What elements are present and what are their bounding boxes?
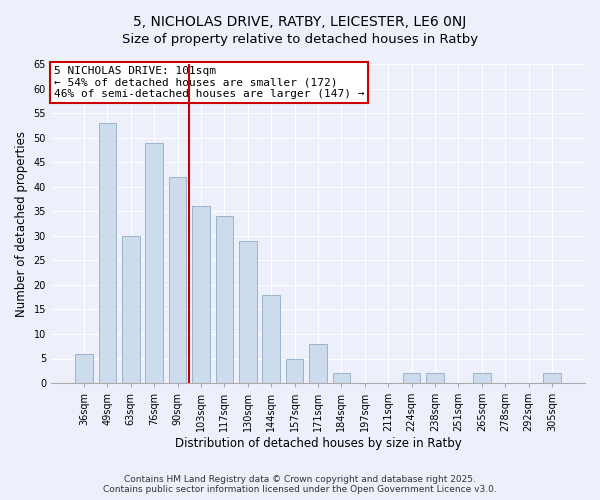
Bar [215, 216, 233, 383]
Text: Size of property relative to detached houses in Ratby: Size of property relative to detached ho… [122, 32, 478, 46]
Bar [543, 373, 561, 383]
Bar [473, 373, 491, 383]
Bar [403, 373, 421, 383]
Bar [192, 206, 210, 383]
Bar [262, 294, 280, 383]
Bar [145, 142, 163, 383]
Bar [286, 358, 304, 383]
Bar [426, 373, 444, 383]
Bar [98, 123, 116, 383]
Bar [75, 354, 93, 383]
Y-axis label: Number of detached properties: Number of detached properties [15, 130, 28, 316]
Text: 5, NICHOLAS DRIVE, RATBY, LEICESTER, LE6 0NJ: 5, NICHOLAS DRIVE, RATBY, LEICESTER, LE6… [133, 15, 467, 29]
Bar [122, 236, 140, 383]
Text: 5 NICHOLAS DRIVE: 101sqm
← 54% of detached houses are smaller (172)
46% of semi-: 5 NICHOLAS DRIVE: 101sqm ← 54% of detach… [53, 66, 364, 99]
Bar [169, 177, 187, 383]
X-axis label: Distribution of detached houses by size in Ratby: Distribution of detached houses by size … [175, 437, 461, 450]
Bar [239, 240, 257, 383]
Text: Contains HM Land Registry data © Crown copyright and database right 2025.
Contai: Contains HM Land Registry data © Crown c… [103, 474, 497, 494]
Bar [309, 344, 327, 383]
Bar [332, 373, 350, 383]
